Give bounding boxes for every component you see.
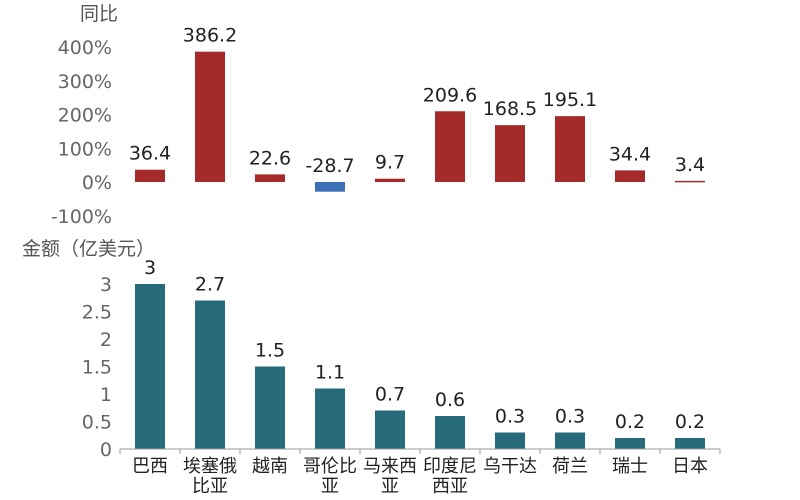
amount-data-label: 3 [144,257,156,279]
amount-y-tick: 0 [100,439,112,461]
amount-y-tick: 2 [100,329,112,351]
category-label: 哥伦比亚 [303,456,357,497]
amount-bar [615,438,645,449]
yoy-y-tick: 0% [82,172,112,194]
yoy-panel: 同比 400% 300% 200% 100% 0% -100% 36.4 386.2 22.6-… [51,3,705,228]
amount-data-label: 0.3 [495,406,525,428]
yoy-y-tick: 200% [58,105,112,127]
yoy-y-tick: -100% [51,206,112,228]
yoy-axis-title: 同比 [80,3,118,25]
yoy-bar [135,169,165,182]
yoy-bar [195,51,225,182]
category-label: 荷兰 [552,456,588,477]
category-label: 巴西 [132,456,168,477]
yoy-data-label: 9.7 [375,152,405,174]
category-label: 乌干达 [483,456,537,477]
category-label: 瑞士 [612,456,648,477]
yoy-bar [615,170,645,182]
amount-data-label: 2.7 [195,274,225,296]
amount-bar [495,432,525,449]
yoy-data-label: 168.5 [483,98,537,120]
amount-data-label: 1.5 [255,340,285,362]
yoy-bar [495,125,525,182]
yoy-data-label: 3.4 [675,154,705,176]
amount-bar [255,366,285,449]
yoy-bar [435,111,465,182]
category-label: 越南 [252,456,288,477]
yoy-y-tick: 300% [58,71,112,93]
yoy-data-label: 36.4 [129,143,171,165]
yoy-data-label: 195.1 [543,89,597,111]
amount-data-label: 0.7 [375,384,405,406]
amount-data-label: 1.1 [315,362,345,384]
amount-data-label: 0.2 [675,411,705,433]
yoy-data-label: -28.7 [305,155,354,177]
yoy-bar [555,116,585,182]
yoy-data-label: 22.6 [249,147,291,169]
amount-data-label: 0.2 [615,411,645,433]
amount-y-tick: 2.5 [82,302,112,324]
category-label: 印度尼西亚 [423,456,477,497]
yoy-bar [675,180,705,183]
category-label: 马来西亚 [363,456,417,497]
amount-data-label: 0.6 [435,389,465,411]
yoy-y-tick: 400% [58,37,112,59]
amount-panel: 金额（亿美元） 3 2.5 2 1.5 1 0.5 0 3 2.7 1.5 1.1 0.7 0.6 0.3… [22,238,721,497]
amount-bar [195,300,225,449]
yoy-data-label: 34.4 [609,143,651,165]
amount-bar [555,432,585,449]
amount-bar [435,416,465,449]
yoy-bar [375,178,405,182]
amount-y-tick: 0.5 [82,412,112,434]
amount-y-tick: 1 [100,384,112,406]
amount-y-tick: 3 [100,274,112,296]
amount-axis-title: 金额（亿美元） [22,238,155,260]
amount-bar [135,284,165,449]
category-label: 日本 [672,456,708,477]
amount-bar [375,410,405,449]
category-label: 埃塞俄比亚 [183,456,237,497]
yoy-y-tick: 100% [58,138,112,160]
amount-data-label: 0.3 [555,406,585,428]
amount-y-tick: 1.5 [82,357,112,379]
amount-bar [675,438,705,449]
yoy-bar [315,182,345,192]
yoy-bar [255,174,285,182]
yoy-data-label: 209.6 [423,84,477,106]
yoy-data-label: 386.2 [183,25,237,47]
amount-bar [315,388,345,449]
